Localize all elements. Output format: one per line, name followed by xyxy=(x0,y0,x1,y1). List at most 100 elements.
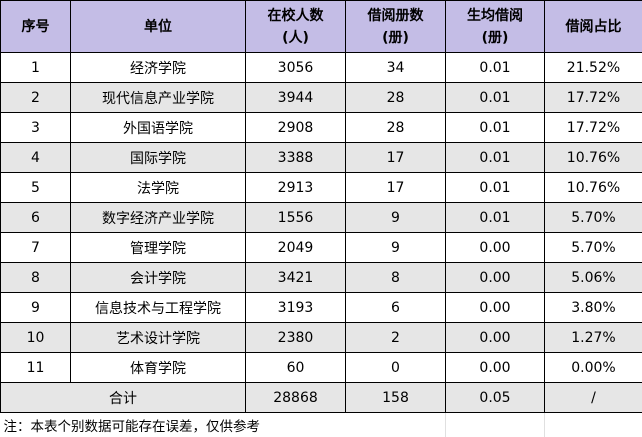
table-cell: 外国语学院 xyxy=(70,112,246,143)
table-cell: 60 xyxy=(245,352,346,383)
column-header-text: 借阅册数 xyxy=(367,7,424,24)
table-row: 7 管理学院 2049 9 0.00 5.70% xyxy=(0,232,642,263)
table-row: 10 艺术设计学院 2380 2 0.00 1.27% xyxy=(0,322,642,353)
table-row: 2 现代信息产业学院 3944 28 0.01 17.72% xyxy=(0,82,642,113)
table-cell: 0.01 xyxy=(445,52,545,83)
table-cell: 0.01 xyxy=(445,202,545,233)
table-cell: 2908 xyxy=(245,112,346,143)
table-cell: 17.72% xyxy=(544,82,642,113)
table-cell: 1 xyxy=(0,52,71,83)
column-header-text: (册) xyxy=(481,29,509,46)
table-cell: 0.01 xyxy=(445,172,545,203)
table-cell: 5 xyxy=(0,172,71,203)
table-cell: 0.01 xyxy=(445,142,545,173)
table-row: 4 国际学院 3388 17 0.01 10.76% xyxy=(0,142,642,173)
table-cell: 数字经济产业学院 xyxy=(70,202,246,233)
column-header: 单位 xyxy=(70,0,246,53)
table-cell: 0.00 xyxy=(445,232,545,263)
table-cell: 3421 xyxy=(245,262,346,293)
table-cell: 10.76% xyxy=(544,142,642,173)
table-cell: 17 xyxy=(345,172,446,203)
table-cell: 3193 xyxy=(245,292,346,323)
table-cell: 0.00 xyxy=(445,262,545,293)
total-cell: 合计 xyxy=(0,382,246,413)
table-cell: 17.72% xyxy=(544,112,642,143)
table-cell: 0.00 xyxy=(445,352,545,383)
table-cell: 0.01 xyxy=(445,82,545,113)
header-row: 序号 单位 在校人数 (人) 借阅册数 (册) 生均借阅 (册) 借阅占比 xyxy=(0,0,642,53)
table-cell: 1556 xyxy=(245,202,346,233)
table-cell: 2 xyxy=(0,82,71,113)
table-row: 6 数字经济产业学院 1556 9 0.01 5.70% xyxy=(0,202,642,233)
table-cell: 3056 xyxy=(245,52,346,83)
table-cell: 信息技术与工程学院 xyxy=(70,292,246,323)
table-cell: 0.00 xyxy=(445,292,545,323)
table-cell: 6 xyxy=(345,292,446,323)
table-cell: 2 xyxy=(345,322,446,353)
column-header: 借阅册数 (册) xyxy=(345,0,446,53)
table-cell: 3 xyxy=(0,112,71,143)
table-cell: 法学院 xyxy=(70,172,246,203)
table-row: 8 会计学院 3421 8 0.00 5.06% xyxy=(0,262,642,293)
column-header-text: (册) xyxy=(382,29,409,46)
table-row: 5 法学院 2913 17 0.01 10.76% xyxy=(0,172,642,203)
table-cell: 4 xyxy=(0,142,71,173)
table-cell: 8 xyxy=(345,262,446,293)
column-header: 序号 xyxy=(0,0,71,53)
table-cell: 7 xyxy=(0,232,71,263)
empty-cell xyxy=(445,412,545,437)
column-header-text: 生均借阅 xyxy=(467,7,523,24)
table-cell: 17 xyxy=(345,142,446,173)
column-header-text: (人) xyxy=(282,29,309,46)
total-cell: 0.05 xyxy=(445,382,545,413)
table-cell: 会计学院 xyxy=(70,262,246,293)
table-row: 1 经济学院 3056 34 0.01 21.52% xyxy=(0,52,642,83)
table-cell: 2380 xyxy=(245,322,346,353)
table-cell: 国际学院 xyxy=(70,142,246,173)
table-cell: 9 xyxy=(345,202,446,233)
table-cell: 艺术设计学院 xyxy=(70,322,246,353)
table-cell: 5.70% xyxy=(544,232,642,263)
table-cell: 8 xyxy=(0,262,71,293)
column-header-text: 在校人数 xyxy=(267,7,324,24)
table-cell: 5.70% xyxy=(544,202,642,233)
table-row: 9 信息技术与工程学院 3193 6 0.00 3.80% xyxy=(0,292,642,323)
table-cell: 28 xyxy=(345,82,446,113)
total-cell: 28868 xyxy=(245,382,346,413)
note-row: 注：本表个别数据可能存在误差，仅供参考 xyxy=(0,412,642,437)
table-cell: 9 xyxy=(345,232,446,263)
column-header: 生均借阅 (册) xyxy=(445,0,545,53)
table-cell: 34 xyxy=(345,52,446,83)
table-row: 11 体育学院 60 0 0.00 0.00% xyxy=(0,352,642,383)
table-cell: 现代信息产业学院 xyxy=(70,82,246,113)
table-cell: 0.00% xyxy=(544,352,642,383)
table-cell: 11 xyxy=(0,352,71,383)
total-cell: / xyxy=(544,382,642,413)
table-row: 3 外国语学院 2908 28 0.01 17.72% xyxy=(0,112,642,143)
table-cell: 经济学院 xyxy=(70,52,246,83)
table-cell: 2913 xyxy=(245,172,346,203)
table-cell: 3.80% xyxy=(544,292,642,323)
table-cell: 体育学院 xyxy=(70,352,246,383)
table-cell: 3944 xyxy=(245,82,346,113)
table-cell: 5.06% xyxy=(544,262,642,293)
column-header-text: 借阅占比 xyxy=(565,18,622,35)
table-cell: 2049 xyxy=(245,232,346,263)
table-cell: 10 xyxy=(0,322,71,353)
table-cell: 3388 xyxy=(245,142,346,173)
column-header: 在校人数 (人) xyxy=(245,0,346,53)
table-cell: 21.52% xyxy=(544,52,642,83)
empty-cell xyxy=(544,412,642,437)
table-cell: 10.76% xyxy=(544,172,642,203)
total-cell: 158 xyxy=(345,382,446,413)
table-cell: 28 xyxy=(345,112,446,143)
column-header: 借阅占比 xyxy=(544,0,642,53)
table-cell: 9 xyxy=(0,292,71,323)
table-cell: 0.00 xyxy=(445,322,545,353)
column-header-text: 序号 xyxy=(21,18,50,35)
table-cell: 管理学院 xyxy=(70,232,246,263)
table-cell: 0.01 xyxy=(445,112,545,143)
table-cell: 0 xyxy=(345,352,446,383)
column-header-text: 单位 xyxy=(144,18,172,35)
